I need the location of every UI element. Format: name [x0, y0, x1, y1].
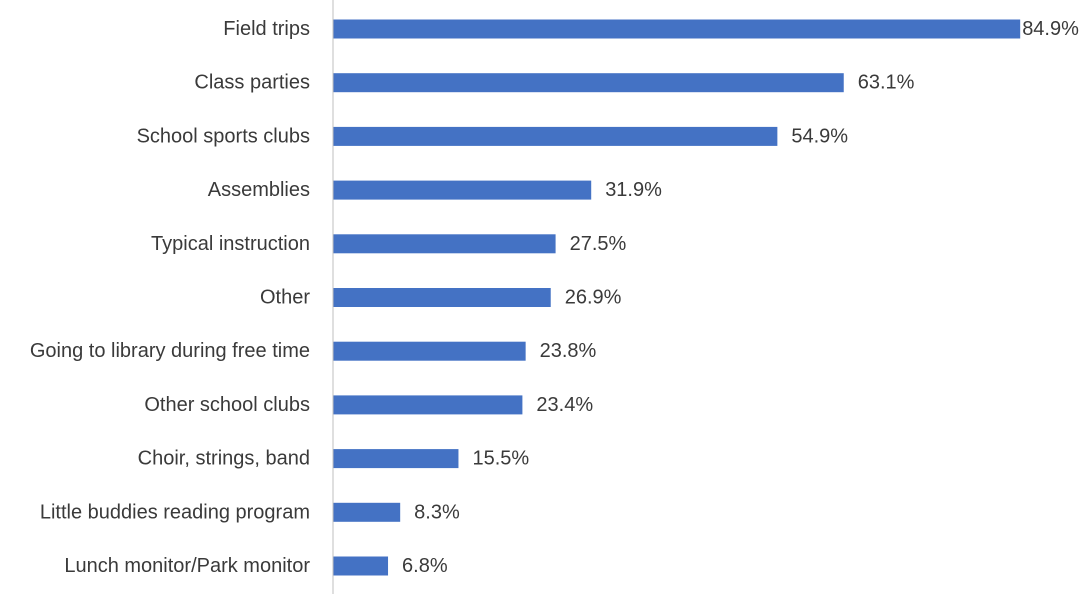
bar	[333, 502, 401, 522]
value-label: 84.9%	[1022, 18, 1079, 40]
bar	[333, 73, 844, 93]
category-labels: Field trips Class parties School sports cl…	[30, 18, 310, 577]
category-label: Going to library during free time	[30, 340, 310, 362]
category-label: Choir, strings, band	[138, 448, 310, 470]
value-label: 8.3%	[414, 501, 460, 523]
bar	[333, 449, 459, 469]
value-label: 31.9%	[605, 179, 662, 201]
category-label: Typical instruction	[151, 233, 310, 255]
value-label: 15.5%	[472, 448, 529, 470]
bar	[333, 180, 592, 200]
value-label: 23.8%	[540, 340, 597, 362]
category-label: Field trips	[223, 18, 310, 40]
value-label: 27.5%	[570, 233, 627, 255]
category-label: Lunch monitor/Park monitor	[64, 555, 310, 577]
category-label: Other school clubs	[144, 394, 310, 416]
value-labels: 84.9% 63.1% 54.9% 31.9% 27.5% 26.9% 23.8% 23.4%…	[402, 18, 1079, 577]
value-label: 63.1%	[858, 72, 915, 94]
bar	[333, 234, 556, 254]
bar	[333, 556, 389, 576]
bar	[333, 126, 778, 146]
category-label: Assemblies	[208, 179, 310, 201]
bar	[333, 288, 551, 307]
bar	[333, 395, 523, 415]
bar	[333, 19, 1021, 39]
bars-group	[333, 19, 1021, 576]
value-label: 26.9%	[565, 287, 622, 309]
value-label: 6.8%	[402, 555, 448, 577]
category-label: School sports clubs	[137, 125, 310, 147]
bar	[333, 341, 526, 361]
category-label: Little buddies reading program	[40, 501, 310, 523]
category-label: Other	[260, 287, 310, 309]
category-label: Class parties	[194, 72, 310, 94]
value-label: 23.4%	[536, 394, 593, 416]
value-label: 54.9%	[791, 125, 848, 147]
